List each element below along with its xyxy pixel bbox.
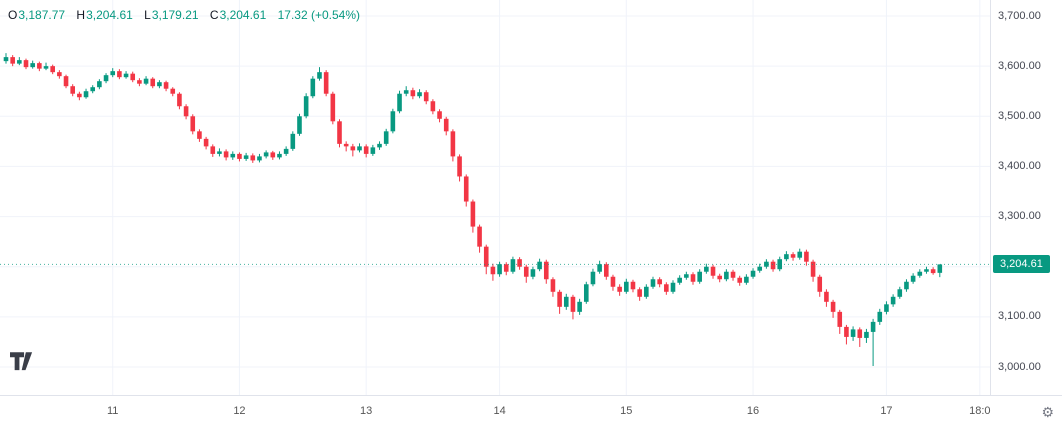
price-axis-label: 3,500.00 [998,109,1041,122]
time-axis-label: 14 [493,405,506,417]
price-axis-label: 3,600.00 [998,59,1041,72]
time-axis-label: 12 [233,405,246,417]
chart-plot-area: O3,187.77 H3,204.61 L3,179.21 C3,204.61 … [0,0,991,395]
price-axis[interactable]: 3,204.61 3,700.00 3,600.00 3,500.00 3,400.0… [991,0,1062,395]
time-axis-label: 17 [880,405,893,417]
price-axis-label: 3,300.00 [998,210,1041,223]
low-value: 3,179.21 [151,8,199,22]
high-label: H [76,8,86,22]
close-label: C [209,8,219,22]
price-axis-label: 3,000.00 [998,360,1041,373]
open-label: O [8,8,18,22]
tradingview-logo-icon [10,352,33,371]
price-axis-label: 3,700.00 [998,9,1041,22]
low-label: L [144,8,151,22]
gear-icon[interactable]: ⚙ [1041,404,1054,420]
time-axis[interactable]: ⚙ 11 12 13 14 15 16 17 18:0 [0,395,1062,429]
time-axis-label: 13 [360,405,373,417]
close-value: 3,204.61 [219,8,267,22]
open-value: 3,187.77 [18,8,66,22]
time-axis-label: 16 [746,405,760,417]
tradingview-logo[interactable] [10,352,36,372]
change-value: 17.32 (+0.54%) [277,8,361,22]
time-axis-label: 11 [107,405,119,417]
price-axis-label: 3,400.00 [998,159,1041,172]
last-price-badge[interactable]: 3,204.61 [993,255,1050,274]
high-value: 3,204.61 [86,8,133,22]
time-axis-label: 18:0 [969,405,991,417]
ohlc-readout: O3,187.77 H3,204.61 L3,179.21 C3,204.61 … [8,8,360,22]
candlestick-chart-canvas[interactable] [0,0,990,395]
price-axis-label: 3,100.00 [998,310,1041,323]
time-axis-label: 15 [620,405,633,417]
